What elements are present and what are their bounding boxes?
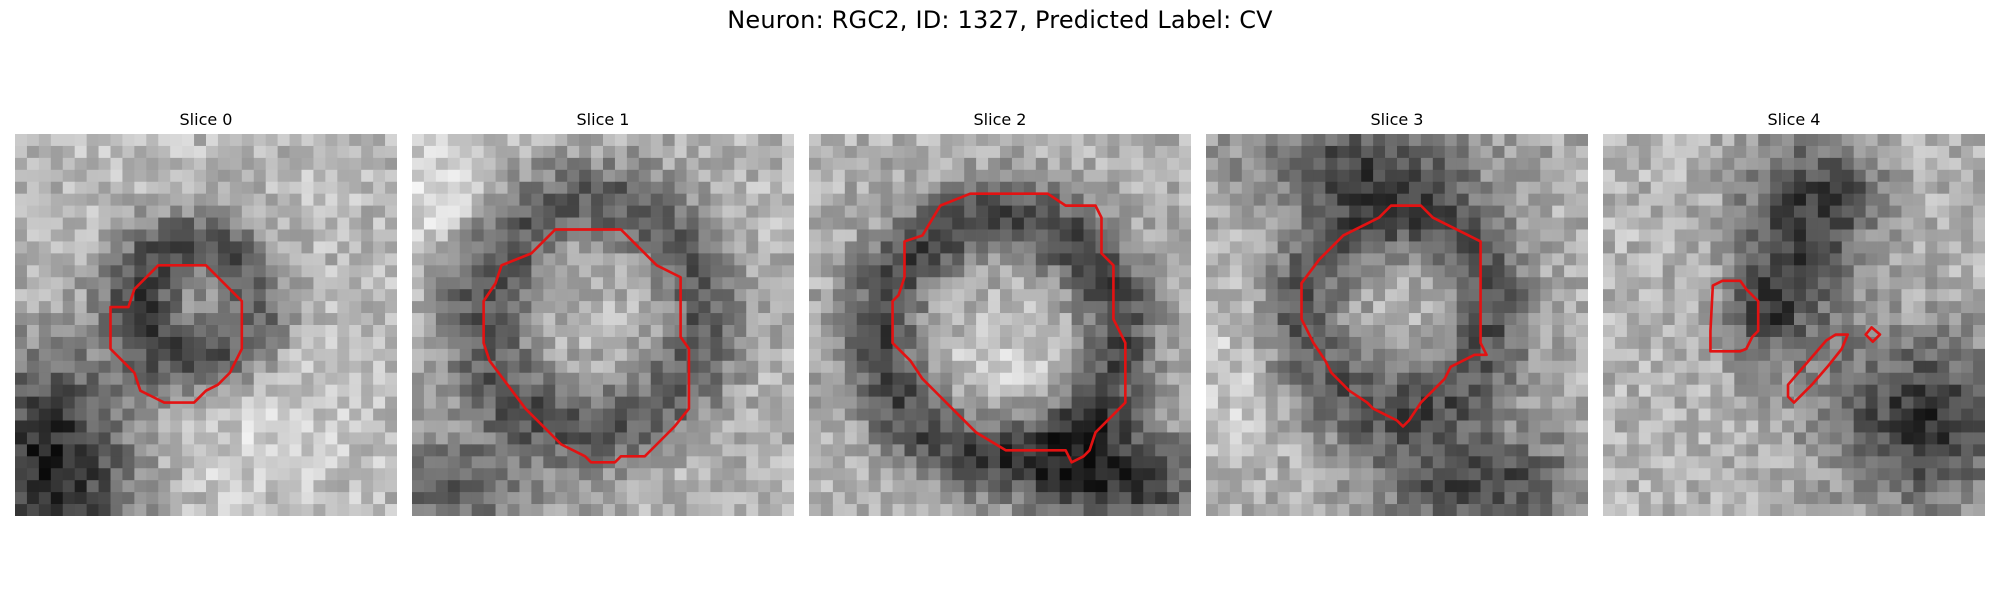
- slice-panel-1: Slice 1: [412, 108, 794, 516]
- slice-image: [1206, 134, 1588, 516]
- contour-outline: [482, 228, 691, 464]
- slice-title: Slice 0: [179, 110, 233, 129]
- slice-title: Slice 3: [1370, 110, 1424, 129]
- slice-title: Slice 4: [1767, 110, 1821, 129]
- slice-panel-2: Slice 2: [809, 108, 1191, 516]
- slice-panel-0: Slice 0: [15, 108, 397, 516]
- figure-title: Neuron: RGC2, ID: 1327, Predicted Label:…: [727, 6, 1273, 34]
- contour-outline: [109, 263, 244, 404]
- contour-outline: [1864, 326, 1882, 344]
- slice-image: [15, 134, 397, 516]
- contour-outline: [1709, 279, 1760, 353]
- slice-image: [809, 134, 1191, 516]
- slice-panel-4: Slice 4: [1603, 108, 1985, 516]
- slice-title: Slice 1: [576, 110, 630, 129]
- slice-title: Slice 2: [973, 110, 1027, 129]
- slice-image: [412, 134, 794, 516]
- contour-outline: [1786, 333, 1850, 404]
- contour-outline: [891, 192, 1127, 464]
- contour-outline: [1300, 204, 1488, 428]
- slice-image: [1603, 134, 1985, 516]
- slice-panel-3: Slice 3: [1206, 108, 1588, 516]
